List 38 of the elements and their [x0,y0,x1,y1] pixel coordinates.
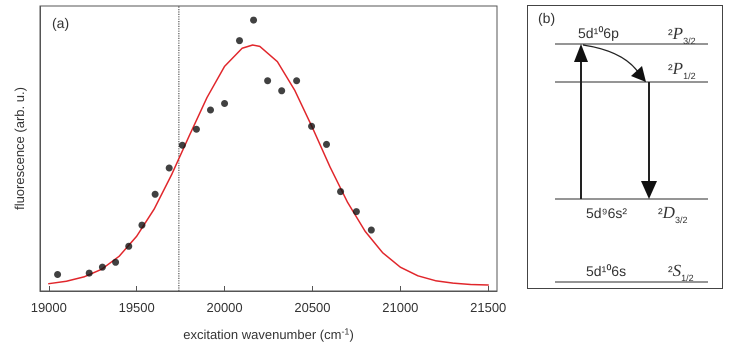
x-tick-label: 21000 [382,300,418,315]
point [221,100,228,108]
point [192,126,200,133]
text: 5d¹⁰6s [586,263,626,279]
point [178,142,186,149]
point [138,222,146,229]
point [264,77,272,84]
point [98,264,106,271]
text: 5d⁹6s² [586,205,628,221]
text: ²S$_{1/2}$ [668,261,694,283]
point [323,140,330,148]
text: ²P$_{1/2}$ [668,59,696,81]
point [368,226,375,234]
point [337,188,344,196]
point [207,106,214,114]
point [236,37,243,44]
text: (b) [538,10,556,26]
x-tick-label: 20000 [206,300,243,315]
x-tick-label: 19000 [30,300,67,315]
point [250,16,258,24]
y-axis-title: fluorescence (arb. u.) [12,87,27,210]
point [152,190,159,198]
text: 5d¹⁰6p [578,25,620,41]
text: ²P$_{3/2}$ [668,24,696,46]
point [352,208,360,216]
x-tick-label: 20500 [294,300,331,315]
point [112,258,120,266]
annotation: (a) [52,15,70,31]
point [54,270,62,278]
point [278,87,286,94]
x-tick-label: 19500 [118,300,155,315]
point [308,122,316,130]
point [293,77,300,84]
point [86,270,93,277]
text: ²D$_{3/2}$ [658,203,688,225]
point [166,164,173,172]
x-tick-label: 21500 [470,300,506,315]
point [125,242,132,250]
